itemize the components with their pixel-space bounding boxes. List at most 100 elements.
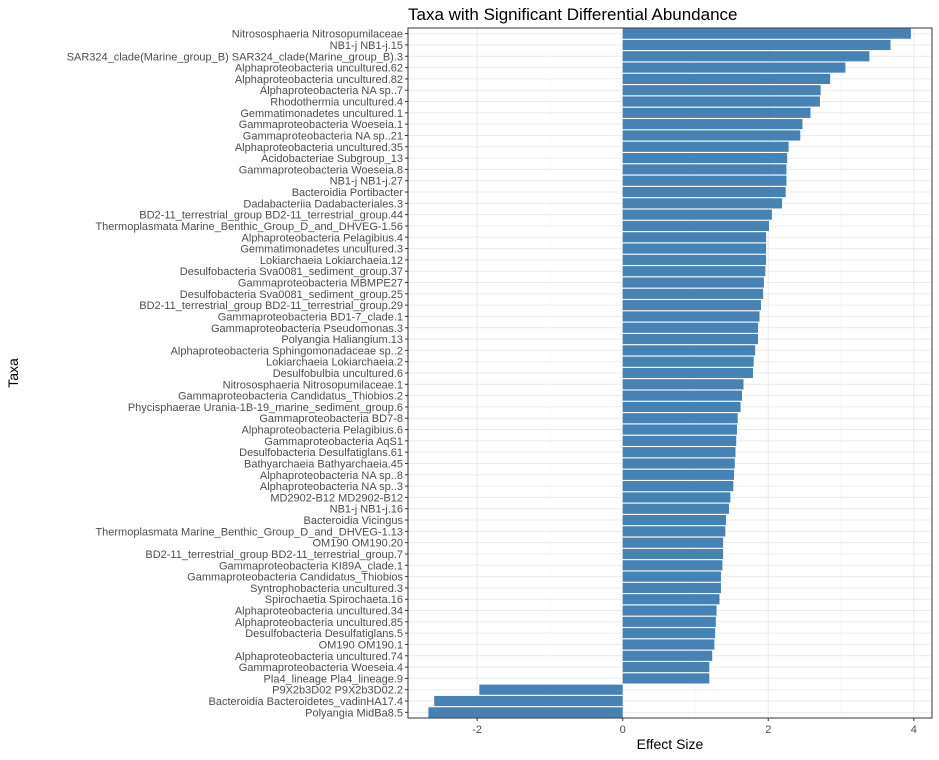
y-tick-label: Alphaproteobacteria uncultured.82	[235, 74, 403, 86]
y-tick-label: Bacteroidia Bacteroidetes_vadinHA17.4	[209, 696, 403, 708]
y-tick-label: Gammaproteobacteria MBMPE27	[238, 278, 403, 290]
y-tick-label: Alphaproteobacteria uncultured.34	[235, 606, 403, 618]
y-tick-label: OM190 OM190.1	[319, 639, 403, 651]
y-tick-label: Alphaproteobacteria uncultured.74	[235, 651, 403, 663]
bar	[622, 379, 744, 390]
bar	[622, 481, 734, 492]
y-tick-label: BD2-11_terrestrial_group BD2-11_terrestr…	[145, 549, 403, 561]
bar	[622, 220, 769, 232]
y-tick-label: Bacteroidia Vicingus	[304, 515, 404, 527]
y-tick-label: NB1-j NB1-j.15	[330, 40, 403, 52]
bar	[622, 333, 759, 345]
y-tick-label: Alphaproteobacteria Pelagibius.4	[242, 232, 403, 244]
y-tick-label: Alphaproteobacteria NA sp..7	[260, 85, 403, 97]
bar	[622, 311, 760, 322]
x-tick-label: 0	[620, 724, 626, 736]
y-tick-label: Gammaproteobacteria KI89A_clade.1	[219, 560, 403, 572]
bar	[622, 628, 716, 639]
bar	[622, 514, 727, 526]
bars-layer	[428, 28, 911, 718]
y-tick-label: Lokiarchaeia Lokiarchaeia.12	[260, 255, 403, 267]
bar	[622, 209, 772, 220]
y-tick-label: Alphaproteobacteria uncultured.62	[235, 63, 403, 75]
y-tick-label: Desulfobacteria Desulfatiglans.61	[239, 447, 403, 459]
bar	[622, 447, 736, 458]
y-tick-label: P9X2b3D02 P9X2b3D02.2	[272, 685, 403, 697]
y-tick-label: Alphaproteobacteria uncultured.85	[235, 617, 403, 629]
bar	[622, 232, 767, 243]
x-axis-title: Effect Size	[637, 736, 704, 752]
y-tick-label: Syntrophobacteria uncultured.3	[250, 583, 403, 595]
bar	[622, 85, 821, 96]
y-tick-label: Thermoplasmata Marine_Benthic_Group_D_an…	[95, 526, 403, 538]
y-tick-label: OM190 OM190.20	[313, 538, 404, 550]
y-tick-label: Gammaproteobacteria Candidatus_Thiobios.…	[178, 391, 403, 403]
y-tick-label: Gammaproteobacteria BD7-8	[259, 413, 403, 425]
y-tick-label: Lokiarchaeia Lokiarchaeia.2	[266, 357, 403, 369]
y-tick-label: Gammaproteobacteria Woeseia.1	[239, 119, 403, 131]
y-tick-label: Pla4_lineage Pla4_lineage.9	[264, 673, 403, 685]
bar	[622, 560, 723, 571]
bar	[622, 435, 737, 446]
y-tick-label: Gammaproteobacteria NA sp..21	[243, 130, 403, 142]
y-tick-label: SAR324_clade(Marine_group_B) SAR324_clad…	[67, 51, 403, 63]
bar	[622, 345, 756, 356]
y-tick-label: Gemmatimonadetes uncultured.3	[240, 244, 403, 256]
bar	[434, 695, 623, 707]
y-tick-label: Polyangia MidBa8.5	[305, 707, 403, 719]
bar	[622, 107, 811, 118]
bar	[622, 73, 831, 84]
y-tick-label: BD2-11_terrestrial_group BD2-11_terrestr…	[139, 210, 403, 222]
y-tick-label: Dadabacteriia Dadabacteriales.3	[243, 198, 403, 210]
bar	[622, 254, 767, 265]
bar	[622, 548, 724, 560]
y-tick-label: Spirochaetia Spirochaeta.16	[265, 594, 403, 606]
x-tick-label: 4	[911, 724, 917, 736]
bar	[622, 164, 787, 175]
bar	[622, 537, 724, 548]
x-tick-label: 2	[765, 724, 771, 736]
bar	[428, 707, 623, 718]
y-tick-label: Desulfobulbia uncultured.6	[273, 368, 403, 380]
y-axis-title: Taxa	[5, 358, 21, 388]
bar	[622, 288, 764, 299]
bar	[622, 51, 870, 62]
bar	[622, 175, 787, 186]
bar	[622, 469, 735, 480]
y-tick-label: NB1-j NB1-j.27	[330, 176, 403, 188]
y-tick-label: Alphaproteobacteria NA sp..3	[260, 481, 403, 493]
bar	[622, 390, 743, 401]
bar	[622, 571, 721, 582]
y-tick-label: Alphaproteobacteria uncultured.35	[235, 142, 403, 154]
y-tick-label: Bathyarchaeia Bathyarchaeia.45	[244, 458, 403, 470]
y-tick-label: Gammaproteobacteria Woeseia.8	[239, 164, 403, 176]
y-tick-label: Desulfobacteria Sva0081_sediment_group.2…	[180, 289, 403, 301]
bar	[622, 300, 761, 311]
bar	[622, 243, 767, 254]
bar	[622, 401, 741, 413]
bar	[622, 130, 801, 141]
bar	[622, 198, 783, 209]
bar	[622, 96, 820, 107]
bar	[622, 152, 788, 164]
y-tick-label: Gammaproteobacteria Candidatus_Thiobios	[187, 572, 403, 584]
bar	[622, 526, 726, 537]
bar	[622, 141, 789, 152]
bar	[622, 322, 759, 333]
bar	[622, 186, 786, 198]
y-tick-label: NB1-j NB1-j.16	[330, 504, 403, 516]
y-tick-label: Gammaproteobacteria Pseudomonas.3	[211, 323, 403, 335]
bar	[622, 582, 721, 594]
bar	[622, 367, 753, 379]
y-tick-label: Desulfobacteria Sva0081_sediment_group.3…	[180, 266, 403, 278]
y-tick-label: Phycisphaerae Urania-1B-19_marine_sedime…	[128, 402, 403, 414]
bar	[622, 277, 764, 288]
bar	[622, 424, 737, 435]
y-tick-label: Nitrososphaeria Nitrosopumilaceae	[232, 29, 403, 41]
x-axis: -2 0 2 4	[472, 718, 917, 736]
bar	[622, 673, 710, 684]
bar	[622, 266, 766, 277]
y-tick-label: Thermoplasmata Marine_Benthic_Group_D_an…	[95, 221, 403, 233]
y-tick-label: Bacteroidia Portibacter	[292, 187, 404, 199]
